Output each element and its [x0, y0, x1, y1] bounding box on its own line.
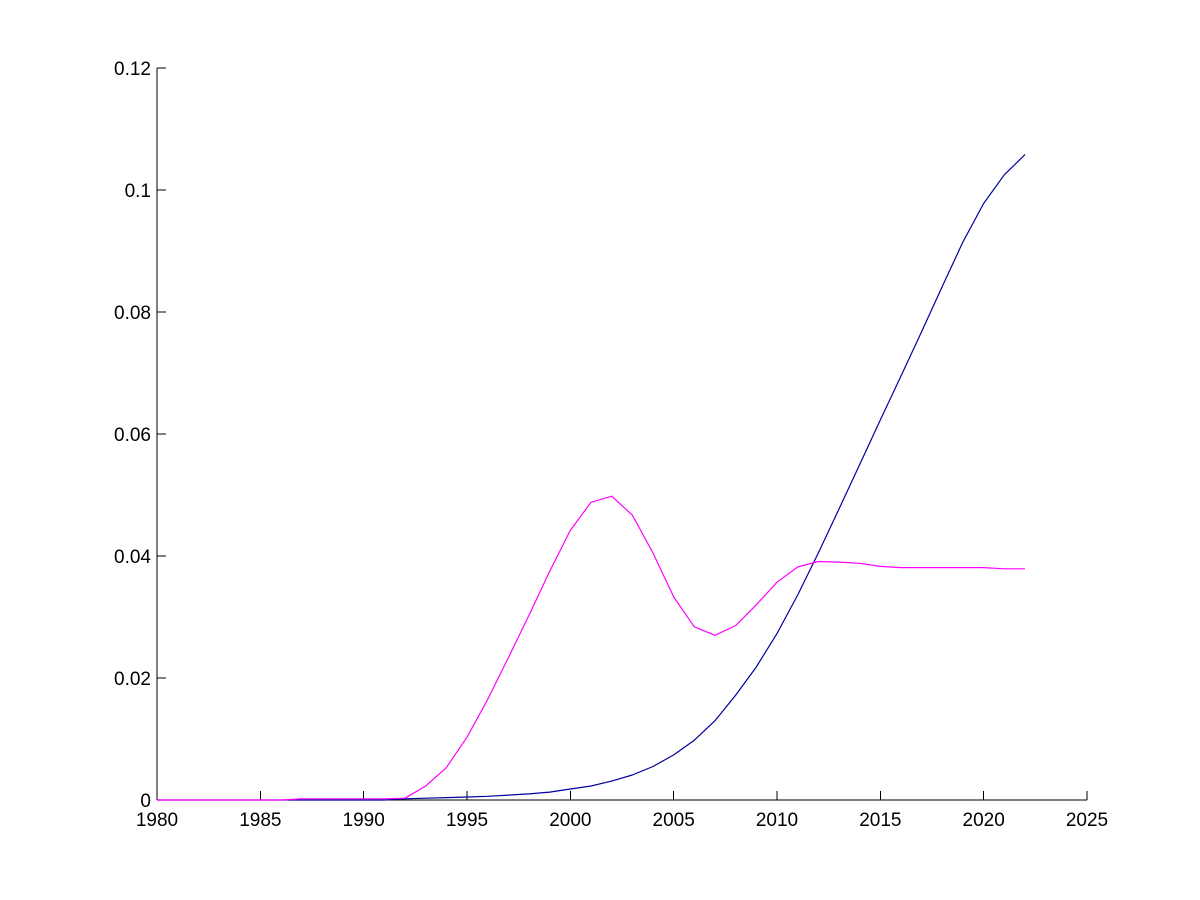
x-tick-label: 2020	[963, 810, 1005, 831]
x-tick-label: 2005	[653, 810, 695, 831]
series-line-1	[157, 154, 1026, 801]
x-tick-label: 2015	[859, 810, 901, 831]
y-tick-label: 0.06	[114, 425, 151, 446]
axes: 1980 1985 1990 1995 2000 2005 2010 2015 2020 2025…	[114, 59, 1108, 831]
x-tick-label: 2025	[1066, 810, 1108, 831]
y-tick-label: 0.08	[114, 303, 151, 324]
y-tick-label: 0.12	[114, 59, 151, 80]
y-tick-label: 0.1	[125, 181, 151, 202]
y-tick-label: 0.04	[114, 547, 151, 568]
x-tick-label: 1990	[343, 810, 385, 831]
series-line-2	[157, 495, 1025, 801]
x-tick-label: 2000	[549, 810, 591, 831]
x-tick-label: 1995	[446, 810, 488, 831]
y-tick-label: 0.02	[114, 669, 151, 690]
x-tick-label: 2010	[756, 810, 798, 831]
y-tick-label: 0	[140, 791, 151, 812]
x-tick-label: 1985	[239, 810, 281, 831]
x-tick-label: 1980	[136, 810, 178, 831]
series-layer	[157, 154, 1026, 801]
